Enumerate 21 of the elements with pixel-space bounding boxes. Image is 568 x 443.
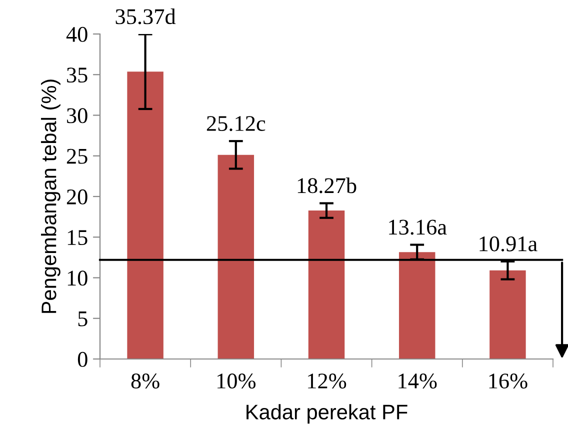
x-tick-label: 12% [308,374,346,389]
y-tick-label: 15 [68,230,88,246]
y-tick-label: 30 [67,108,88,124]
x-tick-label: 8% [131,374,160,389]
data-label: 13.16a [389,220,447,235]
y-tick-label: 40 [66,26,88,42]
x-tick-label: 16% [489,374,528,389]
x-axis-title: Kadar perekat PF [246,404,408,424]
data-label: 25.12c [206,116,266,132]
x-tick-label: 10% [217,374,256,389]
y-tick-label: 35 [67,68,88,83]
y-tick-label: 20 [66,189,88,204]
x-tick-label: 14% [398,374,437,389]
data-label: 18.27b [298,178,356,194]
y-tick-label: 0 [78,352,88,367]
y-tick-label: 25 [66,148,88,164]
y-axis-title: Pengembangan tebal (%) [40,80,60,313]
data-label: 10.91a [480,236,538,252]
data-label: 35.37d [116,8,176,24]
y-tick-label: 5 [78,312,88,326]
y-tick-label: 10 [68,270,88,286]
